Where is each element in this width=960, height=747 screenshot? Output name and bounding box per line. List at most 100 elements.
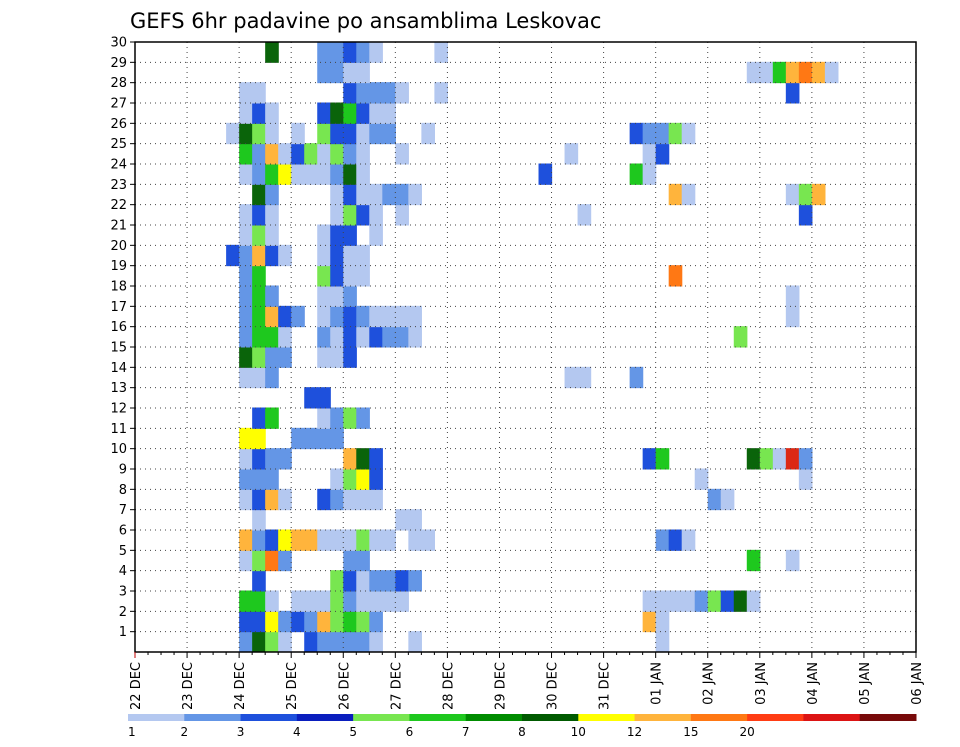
cell-m20-t8 xyxy=(239,244,253,267)
cell-m2-t10 xyxy=(265,610,279,633)
cell-m13-t14 xyxy=(317,387,331,409)
cell-m17-t21 xyxy=(408,305,422,328)
cell-m7-t21 xyxy=(408,509,422,531)
cell-m3-t10 xyxy=(265,590,279,612)
cell-m24-t12 xyxy=(291,163,305,185)
x-tick-label: 31 DEC xyxy=(598,662,613,710)
legend-label: 20 xyxy=(739,725,754,739)
cell-m25-t11 xyxy=(278,143,292,165)
y-tick-label: 10 xyxy=(110,442,127,457)
cell-m6-t16 xyxy=(343,529,357,551)
cell-m8-t9 xyxy=(252,488,266,511)
cell-m19-t41 xyxy=(668,265,683,287)
cell-m1-t11 xyxy=(278,631,292,653)
cell-m24-t14 xyxy=(317,163,331,185)
y-tick-label: 20 xyxy=(110,239,127,254)
cell-m22-t16 xyxy=(343,204,357,226)
cell-m1-t14 xyxy=(317,631,331,653)
cell-m4-t17 xyxy=(356,570,370,592)
cell-m10-t51 xyxy=(798,448,813,470)
cell-m6-t18 xyxy=(369,529,383,551)
cell-m1-t8 xyxy=(239,631,253,653)
legend-swatch xyxy=(128,714,185,721)
cell-m25-t8 xyxy=(239,143,253,165)
cell-m6-t41 xyxy=(668,529,683,551)
cell-m23-t17 xyxy=(356,183,370,206)
cell-m29-t52 xyxy=(811,61,826,84)
x-tick-label: 02 JAN xyxy=(702,662,717,705)
x-tick-label: 05 JAN xyxy=(858,662,873,705)
cell-m3-t43 xyxy=(694,590,709,612)
cell-m10-t40 xyxy=(655,448,670,470)
legend-swatch xyxy=(803,714,861,721)
cell-m25-t40 xyxy=(655,143,670,165)
cell-m28-t50 xyxy=(785,82,800,104)
legend-swatch xyxy=(578,714,636,721)
cell-m8-t14 xyxy=(317,488,331,511)
cell-m18-t8 xyxy=(239,285,253,307)
cell-m6-t22 xyxy=(421,529,435,551)
cell-m1-t17 xyxy=(356,631,370,653)
cell-m1-t13 xyxy=(304,631,318,653)
y-tick-label: 15 xyxy=(110,341,127,356)
y-tick-label: 4 xyxy=(119,564,127,579)
cell-m29-t15 xyxy=(330,61,344,84)
cell-m18-t14 xyxy=(317,285,331,307)
cell-m4-t16 xyxy=(343,570,357,592)
legend-label: 6 xyxy=(406,725,414,739)
cell-m1-t21 xyxy=(408,631,422,653)
cell-m26-t19 xyxy=(382,122,396,145)
cell-m28-t8 xyxy=(239,82,253,104)
cell-m22-t10 xyxy=(265,204,279,226)
cell-m23-t41 xyxy=(668,183,683,206)
cell-m11-t8 xyxy=(239,427,253,450)
cell-m22-t15 xyxy=(330,204,344,226)
cell-m25-t15 xyxy=(330,143,344,165)
cell-m16-t20 xyxy=(395,326,409,348)
cell-m10-t48 xyxy=(759,448,774,470)
cell-m4-t19 xyxy=(382,570,396,592)
cell-m21-t10 xyxy=(265,224,279,246)
cell-m26-t15 xyxy=(330,122,344,145)
cell-m30-t23 xyxy=(434,41,448,63)
cell-m22-t8 xyxy=(239,204,253,226)
cell-m26-t16 xyxy=(343,122,357,145)
legend-label: 4 xyxy=(293,725,301,739)
cell-m26-t8 xyxy=(239,122,253,145)
cell-m15-t16 xyxy=(343,346,357,368)
cell-m30-t16 xyxy=(343,41,357,63)
cell-m12-t17 xyxy=(356,407,370,429)
x-tick-label: 01 JAN xyxy=(650,662,665,705)
legend-swatch xyxy=(353,714,410,721)
cell-m3-t17 xyxy=(356,590,370,612)
cell-m22-t17 xyxy=(356,204,370,226)
cell-m26-t41 xyxy=(668,122,683,145)
cell-m6-t14 xyxy=(317,529,331,551)
cell-m23-t52 xyxy=(811,183,826,206)
cell-m2-t12 xyxy=(291,610,305,633)
cell-m8-t15 xyxy=(330,488,344,511)
cell-m29-t49 xyxy=(772,61,787,84)
cell-m27-t18 xyxy=(369,102,383,124)
cell-m25-t14 xyxy=(317,143,331,165)
cell-m15-t14 xyxy=(317,346,331,368)
cell-m9-t17 xyxy=(356,468,370,490)
legend-swatch xyxy=(240,714,298,721)
cell-m21-t16 xyxy=(343,224,357,246)
cell-m24-t39 xyxy=(642,163,657,185)
cell-m8-t18 xyxy=(369,488,383,511)
chart-title: GEFS 6hr padavine po ansamblima Leskovac xyxy=(130,9,601,33)
cell-m6-t12 xyxy=(291,529,305,551)
legend-label: 5 xyxy=(349,725,357,739)
y-tick-label: 6 xyxy=(119,524,127,539)
cell-m14-t38 xyxy=(629,366,644,389)
cell-m22-t20 xyxy=(395,204,409,226)
cell-m3-t16 xyxy=(343,590,357,612)
cell-m29-t47 xyxy=(746,61,761,84)
y-tick-label: 17 xyxy=(110,300,127,315)
cell-m15-t11 xyxy=(278,346,292,368)
cell-m29-t48 xyxy=(759,61,774,84)
y-tick-label: 16 xyxy=(110,320,127,335)
y-tick-label: 30 xyxy=(110,36,127,51)
cell-m16-t15 xyxy=(330,326,344,348)
